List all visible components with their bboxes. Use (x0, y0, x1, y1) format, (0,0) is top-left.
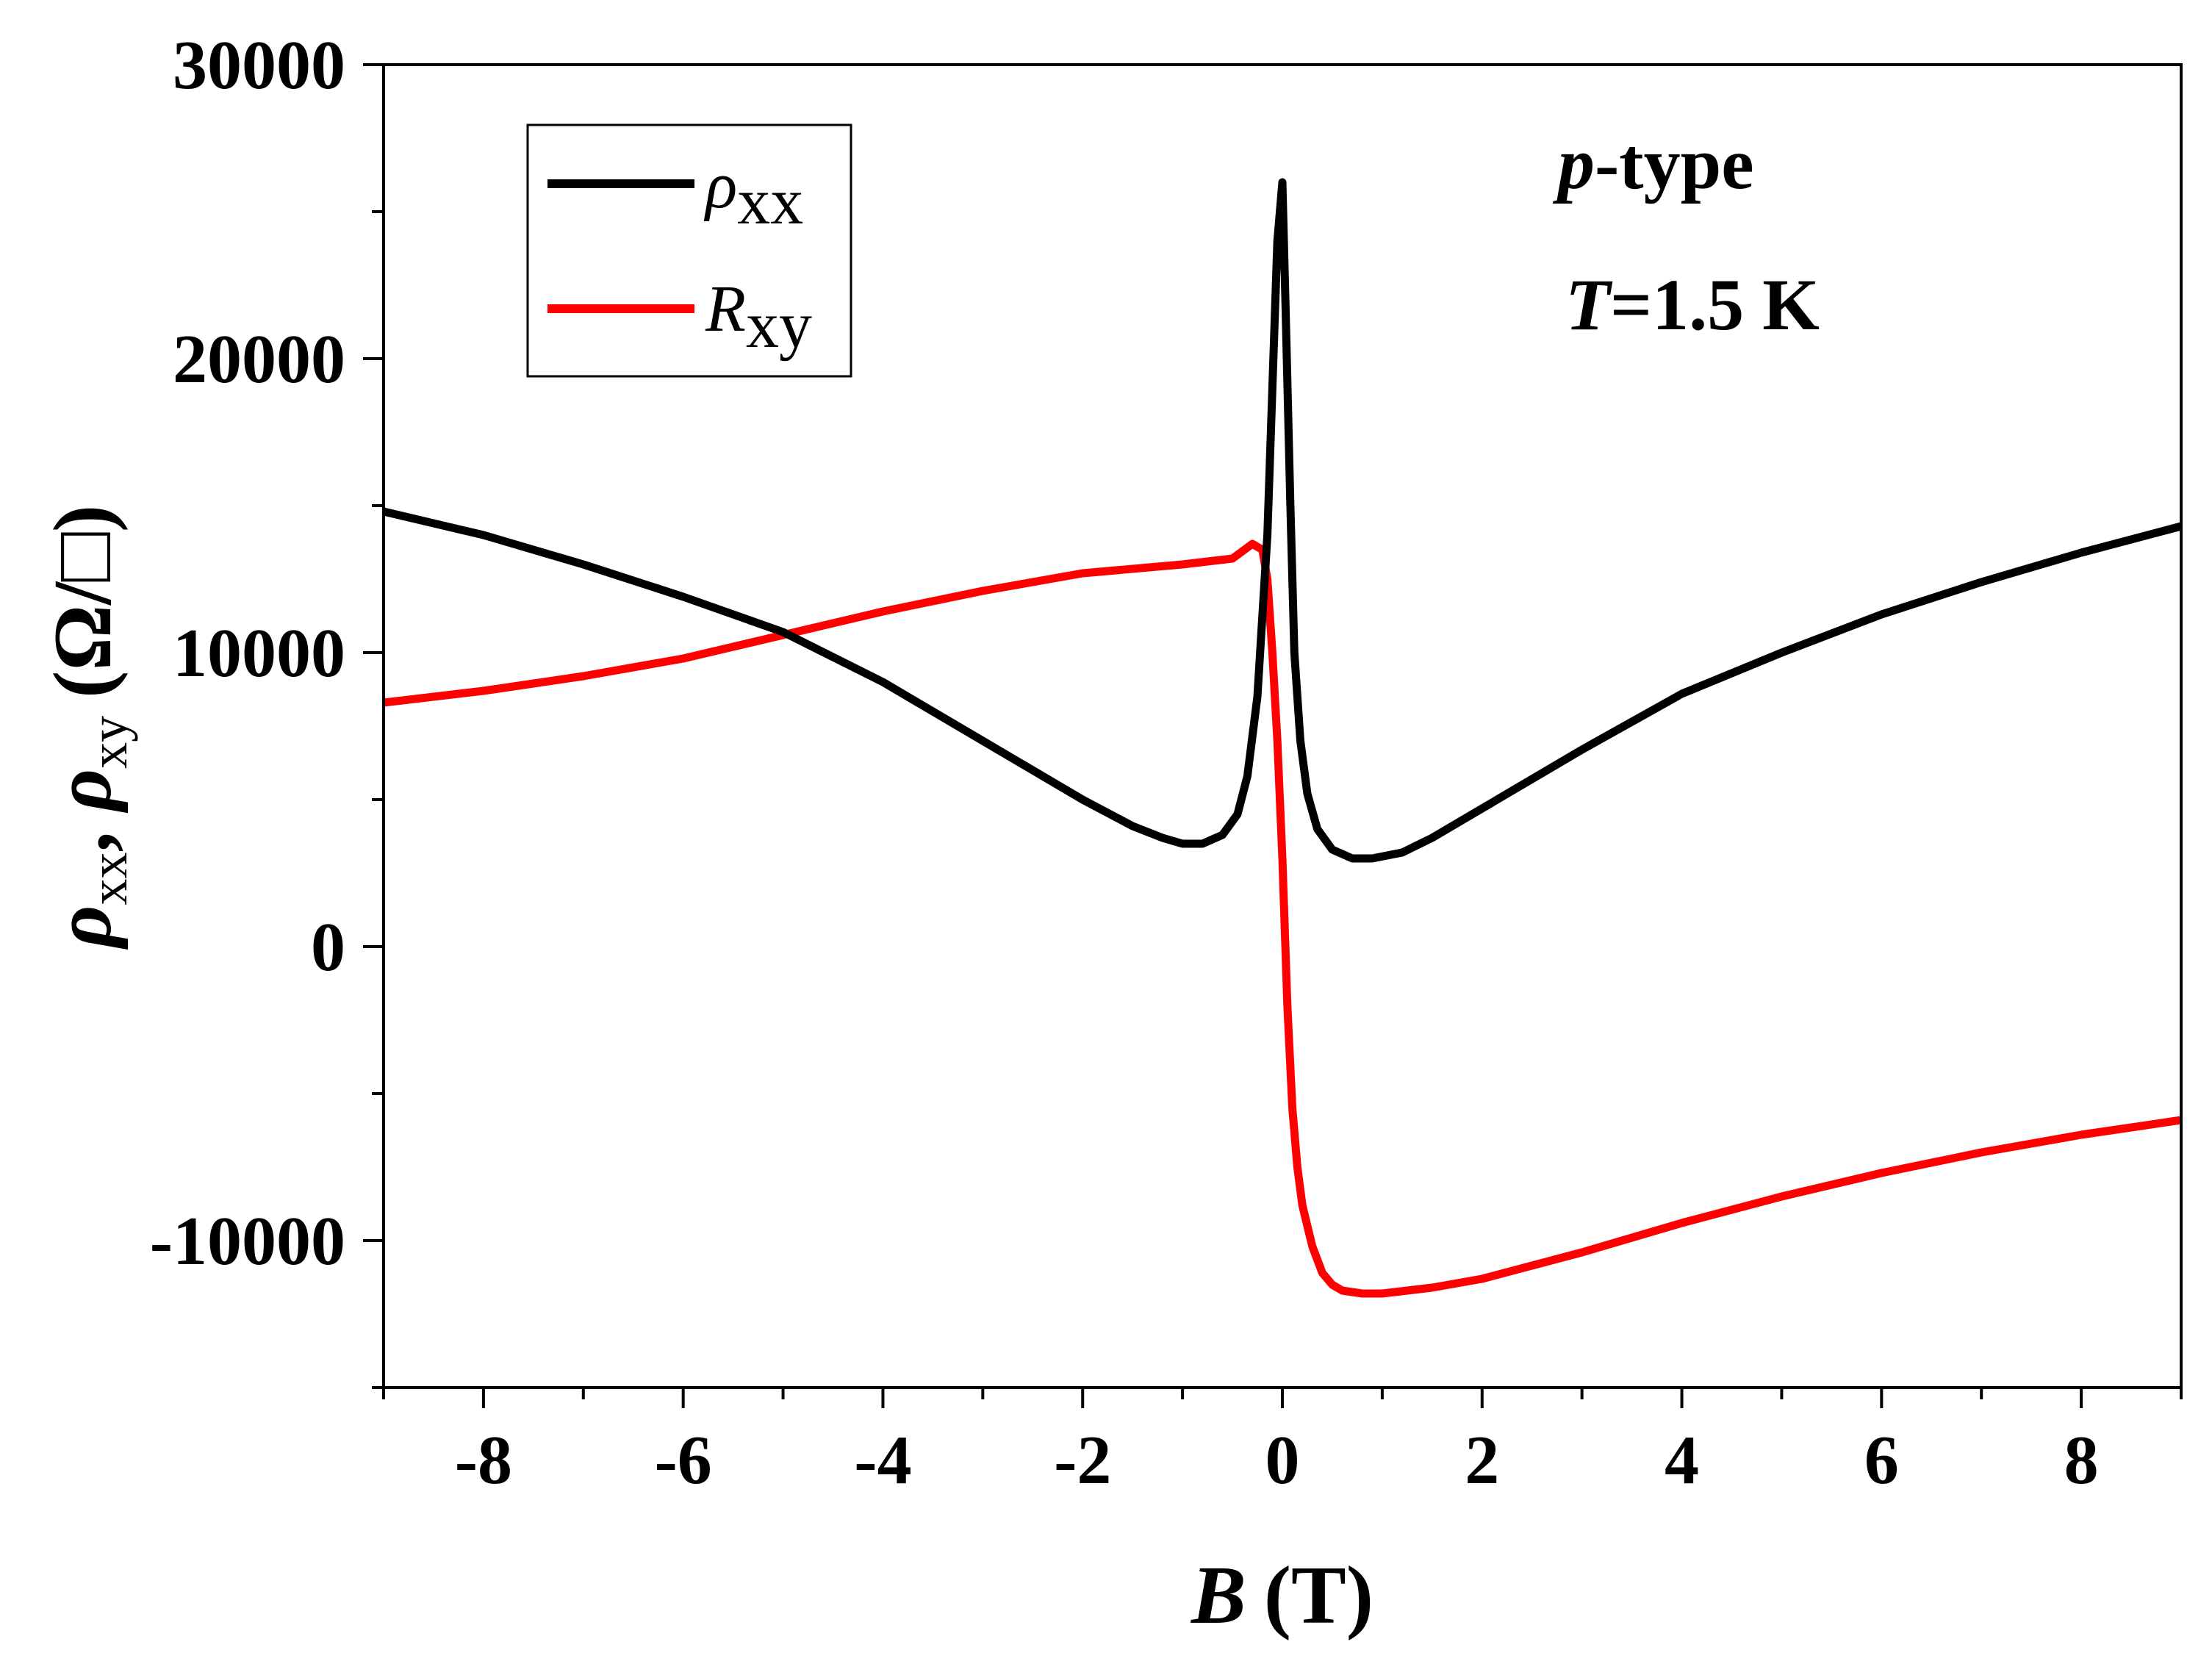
y-axis-title: ρxx, ρxy(Ω/□) (37, 505, 138, 950)
x-tick-label: 6 (1864, 1422, 1899, 1499)
legend: ρxx Rxy (526, 123, 852, 378)
y-tick-label: 20000 (173, 321, 345, 398)
annotation-temperature: T=1.5 K (1565, 264, 1820, 345)
x-tick-label: -8 (455, 1422, 512, 1499)
x-tick-label: -2 (1054, 1422, 1111, 1499)
x-tick-label: 0 (1265, 1422, 1300, 1499)
legend-label-rho-xx: ρxx (703, 149, 803, 238)
y-tick-label: -10000 (150, 1203, 345, 1280)
y-tick-label: 10000 (173, 615, 345, 692)
series-line-r-xy (384, 539, 2181, 1298)
legend-box (526, 123, 852, 378)
x-axis-title: B (T) (1190, 1550, 1373, 1641)
series-line-rho-xx (384, 178, 2181, 863)
x-tick-label: 8 (2064, 1422, 2099, 1499)
x-tick-label: 4 (1665, 1422, 1699, 1499)
y-tick-label: 0 (311, 909, 345, 986)
legend-label-r-xy: Rxy (705, 273, 812, 362)
y-tick-label: 30000 (173, 27, 345, 104)
axis-layer: -8 -6 -4 -2 0 2 4 6 8 -10000 0 10000 20000 30000 (150, 27, 2183, 1499)
x-tick-label: -6 (655, 1422, 712, 1499)
x-tick-label: 2 (1465, 1422, 1499, 1499)
series-layer (384, 178, 2181, 1298)
x-tick-label: -4 (854, 1422, 911, 1499)
annotation-p-type: p-type (1552, 123, 1754, 204)
